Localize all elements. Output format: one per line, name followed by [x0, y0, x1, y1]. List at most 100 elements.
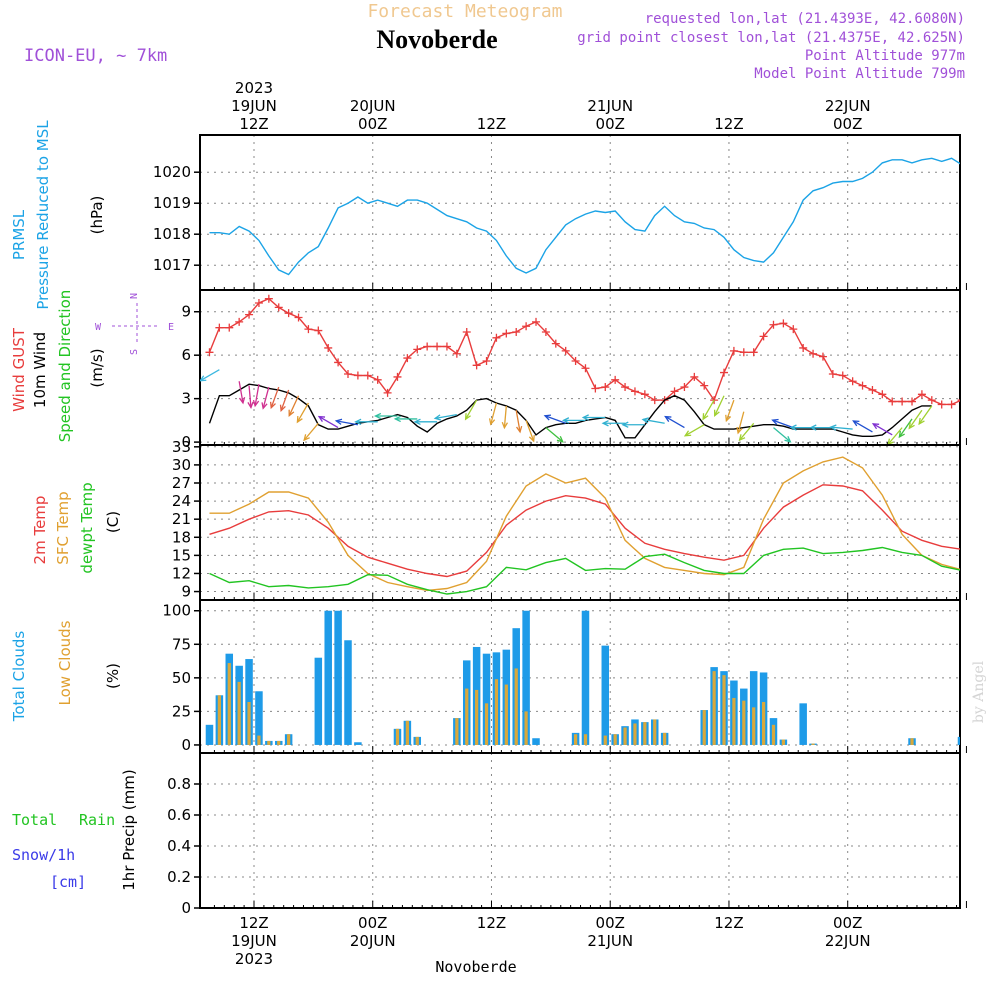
label-pressure-msl: Pressure Reduced to MSL: [34, 120, 52, 310]
wind-arrow: [737, 411, 745, 434]
plot-area-clouds: [205, 610, 983, 745]
label-10m-wind: 10m Wind: [31, 332, 49, 408]
low-cloud-bar: [573, 734, 578, 745]
plot-area-temp: [209, 456, 960, 595]
gust-marker: [274, 303, 283, 312]
wind-arrow-head: [296, 416, 303, 424]
compass-rose: N W E S: [95, 293, 174, 355]
wind-arrow-head: [683, 430, 692, 437]
wind-arrow: [544, 415, 566, 424]
wind-arrow-head: [334, 418, 343, 425]
ytick-label: 15: [172, 546, 191, 564]
series-2m-temp: [209, 484, 960, 578]
gust-marker: [621, 383, 630, 392]
gust-marker: [710, 396, 719, 405]
wind-arrow: [773, 427, 791, 443]
wind-arrow-head: [641, 417, 649, 424]
time-label-top: 2023: [235, 79, 273, 97]
low-cloud-bar: [247, 702, 251, 745]
gust-marker: [759, 332, 768, 341]
gust-marker: [383, 388, 392, 397]
panel-wind: 0 3 6 9: [181, 289, 995, 451]
total-cloud-bar: [344, 640, 352, 745]
gust-marker: [888, 397, 897, 406]
gust-marker: [908, 397, 917, 406]
ytick-label: 30: [172, 456, 191, 474]
gust-marker: [729, 346, 738, 355]
wind-arrow-head: [561, 417, 570, 424]
panel-precip: 0 0.2 0.4 0.6 0.8: [167, 752, 961, 917]
ytick-label: 12: [172, 564, 191, 582]
gust-marker: [373, 375, 382, 384]
low-cloud-bar: [980, 733, 983, 745]
gust-marker: [640, 390, 649, 399]
gust-marker: [462, 328, 471, 337]
compass-w: W: [95, 322, 102, 333]
time-label-bottom: 2023: [235, 950, 273, 968]
wind-arrow: [262, 386, 270, 409]
time-label-top: 21JUN: [587, 97, 633, 115]
gust-marker: [987, 395, 995, 403]
low-cloud-bar: [395, 728, 400, 745]
watermark: by Angel: [971, 660, 987, 723]
time-label-bottom: 00Z: [596, 914, 625, 932]
gust-marker: [264, 294, 273, 303]
low-cloud-bar: [524, 711, 528, 745]
compass-e: E: [168, 322, 174, 333]
time-label-top: 00Z: [358, 115, 387, 133]
label-2m-temp: 2m Temp: [31, 496, 49, 565]
low-cloud-bar: [623, 727, 627, 745]
label-pressure-unit: (hPa): [88, 196, 106, 235]
wind-arrow-head: [200, 375, 207, 382]
wind-arrow-head: [288, 409, 295, 418]
low-cloud-bar: [752, 707, 756, 745]
wind-arrow: [918, 405, 933, 425]
wind-arrow-head: [829, 424, 837, 431]
compass-n: N: [129, 293, 140, 299]
wind-arrow: [515, 410, 521, 433]
ytick-label: 3: [181, 390, 191, 408]
total-cloud-bar: [314, 657, 323, 745]
low-cloud-bar: [811, 743, 815, 745]
plot-area-pressure: [209, 157, 960, 276]
gust-marker: [670, 387, 679, 396]
low-cloud-bar: [465, 688, 469, 745]
low-cloud-bar: [475, 689, 479, 745]
wind-arrow-head: [543, 414, 552, 421]
time-label-bottom: 00Z: [833, 914, 862, 932]
time-label-top: 20JUN: [350, 97, 396, 115]
label-wind-unit: (m/s): [88, 348, 106, 387]
wind-arrow-head: [488, 418, 496, 426]
low-cloud-bar: [732, 697, 736, 745]
total-cloud-bar: [968, 736, 976, 745]
wind-arrow: [525, 420, 535, 442]
wind-arrow: [872, 423, 893, 436]
series-dewpt-temp: [209, 546, 960, 595]
gust-marker: [403, 354, 412, 363]
wind-arrow: [830, 426, 853, 430]
time-label-bottom: 12Z: [239, 914, 268, 932]
total-cloud-bar: [601, 645, 610, 745]
wind-arrow: [702, 399, 715, 420]
wind-arrow-head: [303, 434, 310, 442]
label-rain: Rain: [79, 811, 115, 829]
gust-marker: [205, 348, 214, 357]
ytick-label: 0.8: [167, 775, 191, 793]
wind-arrow-head: [852, 420, 860, 427]
total-cloud-bar: [957, 736, 960, 745]
gust-marker: [967, 392, 975, 400]
low-cloud-bar: [217, 695, 221, 745]
panel-pressure: 1017 1018 1019 1020: [153, 134, 961, 291]
wind-arrow-head: [269, 401, 276, 410]
wind-arrow: [288, 395, 300, 416]
wind-arrow: [898, 418, 913, 438]
gust-marker: [749, 348, 758, 357]
gust-marker: [541, 328, 550, 337]
wind-arrow: [739, 422, 755, 441]
time-label-bottom: 12Z: [714, 914, 743, 932]
gust-marker: [720, 368, 729, 377]
gust-marker: [423, 342, 432, 351]
gust-marker: [868, 385, 877, 394]
